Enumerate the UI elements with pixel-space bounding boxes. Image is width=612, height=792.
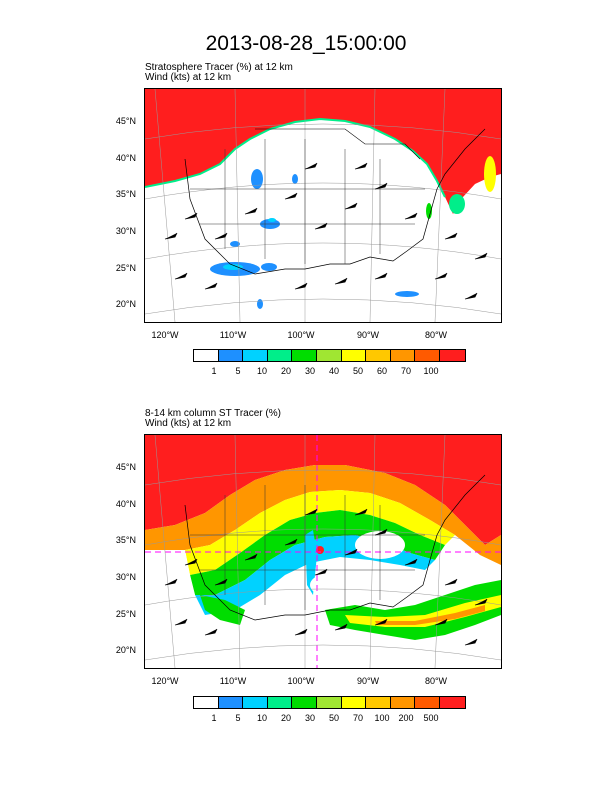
panel2-lat-label: 40°N (115, 499, 136, 509)
panel1-blob (223, 264, 243, 270)
panel1-lat-label: 35°N (115, 189, 136, 199)
panel1-colorbar-label: 70 (400, 366, 411, 376)
panel1-lat-label: 45°N (115, 116, 136, 126)
panel1-colorbar-label: 20 (280, 366, 291, 376)
colorbar-swatch (218, 350, 244, 361)
panel2-map-svg (145, 435, 501, 668)
panel1-tracer-edge (145, 117, 446, 198)
panel1-coastline (184, 128, 486, 275)
panel1-colorbar-label: 100 (423, 366, 439, 376)
colorbar-swatch (267, 350, 293, 361)
colorbar-swatch (194, 697, 219, 708)
colorbar-swatch (243, 697, 268, 708)
panel1-tracer-high (145, 89, 501, 214)
panel2-lon-label: 80°W (424, 676, 448, 686)
colorbar-swatch (341, 697, 367, 708)
panel2-colorbar-label: 50 (328, 713, 339, 723)
panel1-colorbar-label: 50 (352, 366, 363, 376)
panel2-map (144, 434, 502, 669)
panel1-colorbar-label: 60 (376, 366, 387, 376)
panel2-colorbar-label: 100 (374, 713, 390, 723)
figure-title: 2013-08-28_15:00:00 (205, 32, 407, 55)
colorbar-swatch (218, 697, 244, 708)
panel1-blob (257, 299, 263, 309)
colorbar-swatch (366, 350, 391, 361)
panel1-lon-label: 90°W (356, 330, 380, 340)
colorbar-swatch (316, 697, 342, 708)
panel1-lon-label: 110°W (219, 330, 247, 340)
panel1-title-line2: Wind (kts) at 12 km (145, 72, 232, 83)
colorbar-swatch (439, 350, 465, 361)
colorbar-swatch (292, 350, 317, 361)
panel1-blob (261, 263, 277, 271)
panel2-colorbar (193, 696, 466, 709)
panel2-lon-label: 100°W (287, 676, 315, 686)
panel1-lat-label: 20°N (115, 299, 136, 309)
colorbar-swatch (390, 350, 416, 361)
panel2-wind-barbs (164, 508, 488, 646)
panel1-title-line1: Stratosphere Tracer (%) at 12 km (145, 62, 293, 73)
colorbar-swatch (439, 697, 465, 708)
panel1-lon-label: 120°W (151, 330, 179, 340)
panel1-blob (251, 169, 263, 189)
panel1-lon-label: 100°W (287, 330, 315, 340)
panel1-colorbar-label: 1 (211, 366, 217, 376)
panel2-colorbar-label: 20 (280, 713, 291, 723)
colorbar-swatch (243, 350, 268, 361)
panel1-blob (292, 174, 298, 184)
panel2-colorbar-label: 30 (304, 713, 315, 723)
panel1-lon-label: 80°W (424, 330, 448, 340)
panel2-lat-label: 30°N (115, 572, 136, 582)
colorbar-swatch (292, 697, 317, 708)
panel2-colorbar-label: 70 (352, 713, 363, 723)
panel1-map-svg (145, 89, 501, 322)
panel1-colorbar-label: 40 (328, 366, 339, 376)
colorbar-swatch (194, 350, 219, 361)
panel1-blob (484, 156, 496, 192)
panel2-colorbar-label: 10 (256, 713, 267, 723)
colorbar-swatch (341, 350, 367, 361)
panel2-lon-label: 110°W (219, 676, 247, 686)
colorbar-swatch (390, 697, 416, 708)
panel2-lon-label: 120°W (151, 676, 179, 686)
panel2-lon-label: 90°W (356, 676, 380, 686)
panel1-blob (426, 203, 432, 219)
panel2-lat-label: 25°N (115, 609, 136, 619)
panel1-blob (449, 194, 465, 214)
panel2-colorbar-label: 500 (423, 713, 439, 723)
panel1-colorbar-label: 10 (256, 366, 267, 376)
panel1-lat-label: 40°N (115, 153, 136, 163)
panel1-colorbar (193, 349, 466, 362)
panel1-blob (268, 218, 276, 222)
panel2-colorbar-label: 200 (398, 713, 414, 723)
colorbar-swatch (316, 350, 342, 361)
panel2-tracer-band (145, 465, 501, 565)
panel1-wind-barbs (164, 162, 488, 300)
panel1-blob (230, 241, 240, 247)
panel1-lat-label: 25°N (115, 263, 136, 273)
panel2-title-line1: 8-14 km column ST Tracer (%) (145, 408, 281, 419)
panel2-lat-label: 45°N (115, 462, 136, 472)
panel1-lat-label: 30°N (115, 226, 136, 236)
panel2-lat-label: 35°N (115, 535, 136, 545)
panel1-colorbar-label: 30 (304, 366, 315, 376)
panel2-colorbar-label: 1 (211, 713, 217, 723)
panel2-tracer-high (145, 435, 501, 545)
panel1-colorbar-label: 5 (235, 366, 241, 376)
panel1-map (144, 88, 502, 323)
colorbar-swatch (366, 697, 391, 708)
colorbar-swatch (267, 697, 293, 708)
panel2-colorbar-label: 5 (235, 713, 241, 723)
panel2-lat-label: 20°N (115, 645, 136, 655)
panel1-blob (395, 291, 419, 297)
colorbar-swatch (415, 697, 440, 708)
colorbar-swatch (415, 350, 440, 361)
panel2-title-line2: Wind (kts) at 12 km (145, 418, 232, 429)
